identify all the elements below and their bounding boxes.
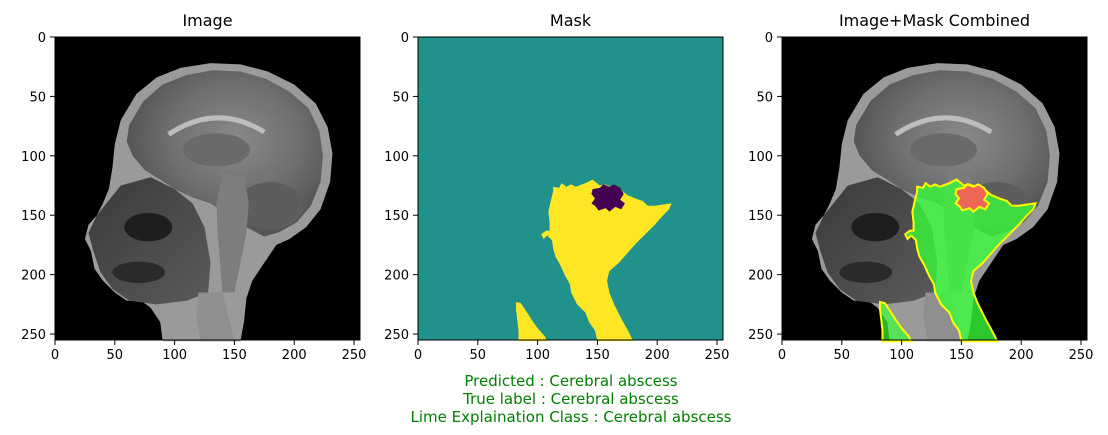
y-tick-label: 0: [38, 31, 46, 46]
y-tick-label: 250: [384, 328, 409, 343]
panel-3: 0 50 100 150 200 250 0 50 100 150 200 250 Image+Mask…: [748, 11, 1093, 363]
y-tick-label: 150: [384, 209, 409, 224]
y-tick-label: 200: [748, 269, 773, 284]
x-tick-label: 200: [645, 348, 670, 363]
mri-spine: [196, 292, 235, 342]
y-tick-label: 150: [748, 209, 773, 224]
x-tick-label: 50: [834, 348, 851, 363]
x-tick-label: 100: [525, 348, 550, 363]
x-tick-label: 250: [1069, 348, 1094, 363]
y-tick-label: 200: [384, 269, 409, 284]
x-tick-label: 100: [162, 348, 187, 363]
y-tick-label: 200: [21, 269, 46, 284]
panel-title: Image+Mask Combined: [839, 11, 1030, 30]
caption-lime-class: Lime Explaination Class : Cerebral absce…: [410, 408, 732, 426]
x-tick-label: 200: [282, 348, 307, 363]
panel-1: 0 50 100 150 200 250 0 50 100 150 200 250 Image: [21, 11, 366, 363]
x-tick-label: 150: [222, 348, 247, 363]
y-tick-label: 250: [21, 328, 46, 343]
axes-frame: [781, 36, 1088, 341]
y-tick-label: 150: [21, 209, 46, 224]
y-tick-label: 50: [29, 90, 46, 105]
y-tick-label: 100: [21, 150, 46, 165]
y-tick-label: 50: [756, 90, 773, 105]
y-tick-label: 0: [401, 31, 409, 46]
x-tick-label: 100: [889, 348, 914, 363]
panel-title: Image: [182, 11, 232, 30]
mri-oral-cavity: [112, 261, 166, 283]
x-tick-label: 250: [705, 348, 730, 363]
x-tick-label: 50: [107, 348, 124, 363]
mri-sinus: [124, 212, 173, 242]
mri-oral-cavity: [839, 261, 893, 283]
mri-sinus: [851, 212, 900, 242]
mri-callosum: [894, 115, 993, 137]
x-tick-label: 250: [342, 348, 367, 363]
axes-frame: [54, 36, 361, 341]
x-tick-label: 200: [1009, 348, 1034, 363]
caption-predicted: Predicted : Cerebral abscess: [464, 372, 678, 390]
overlay-region-lower: [879, 300, 913, 343]
mask-region: [541, 179, 672, 342]
x-tick-label: 0: [778, 348, 786, 363]
x-tick-label: 0: [51, 348, 59, 363]
overlay-core: [953, 183, 991, 214]
mri-brainstem: [216, 173, 249, 293]
x-tick-label: 50: [470, 348, 487, 363]
panel-2: 0 50 100 150 200 250 0 50 100 150 200 250 Mask: [384, 11, 729, 363]
mri-cerebellum: [236, 181, 304, 230]
mask-region-lower: [516, 301, 548, 342]
mri-ventricle: [909, 133, 977, 167]
x-tick-label: 0: [414, 348, 422, 363]
y-tick-label: 0: [765, 31, 773, 46]
panel-title: Mask: [550, 11, 592, 30]
y-tick-label: 100: [384, 150, 409, 165]
x-tick-label: 150: [585, 348, 610, 363]
mri-ventricle: [182, 133, 250, 167]
caption-true-label: True label : Cerebral abscess: [463, 390, 679, 408]
y-tick-label: 50: [392, 90, 409, 105]
mask-core: [591, 184, 625, 212]
x-tick-label: 150: [949, 348, 974, 363]
mri-callosum: [167, 115, 266, 137]
y-tick-label: 100: [748, 150, 773, 165]
y-tick-label: 250: [748, 328, 773, 343]
axes-frame: [417, 36, 724, 341]
